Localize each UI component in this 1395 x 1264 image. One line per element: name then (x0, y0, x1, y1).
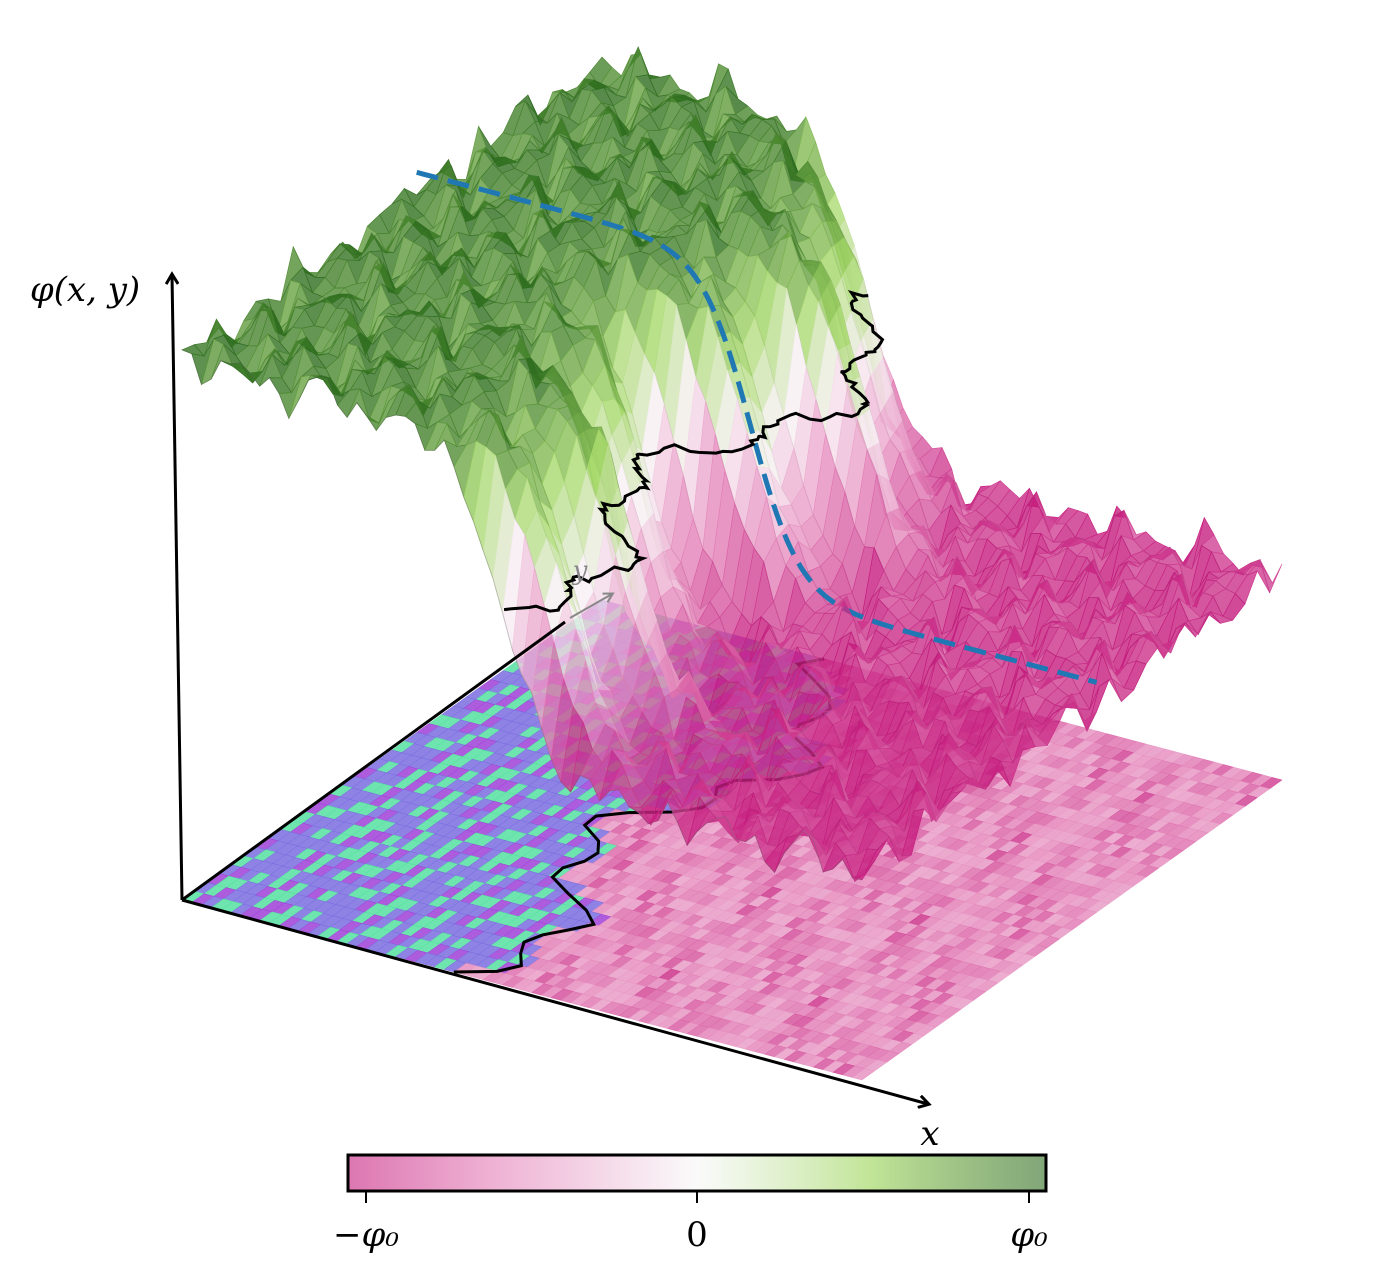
floor-cell (851, 1068, 875, 1081)
surface-line (181, 349, 863, 881)
colorbar-tick-label: 0 (686, 1215, 708, 1255)
x-axis (181, 898, 928, 1104)
y-edge (181, 620, 566, 902)
mean-profile (416, 169, 1098, 685)
y-axis (569, 594, 612, 619)
colorbar-tick-label: φ₀ (1010, 1215, 1048, 1255)
interface-line (503, 289, 885, 613)
vertical-axis (172, 275, 184, 901)
colorbar (346, 1153, 1048, 1193)
surface (181, 45, 1283, 883)
x-axis-label: x (920, 1114, 939, 1154)
y-axis-label: y (572, 556, 588, 586)
vertical-axis-label: φ(x, y) (30, 270, 140, 310)
colorbar-tick-label: −φ₀ (333, 1215, 399, 1255)
surface-cell (851, 861, 875, 881)
